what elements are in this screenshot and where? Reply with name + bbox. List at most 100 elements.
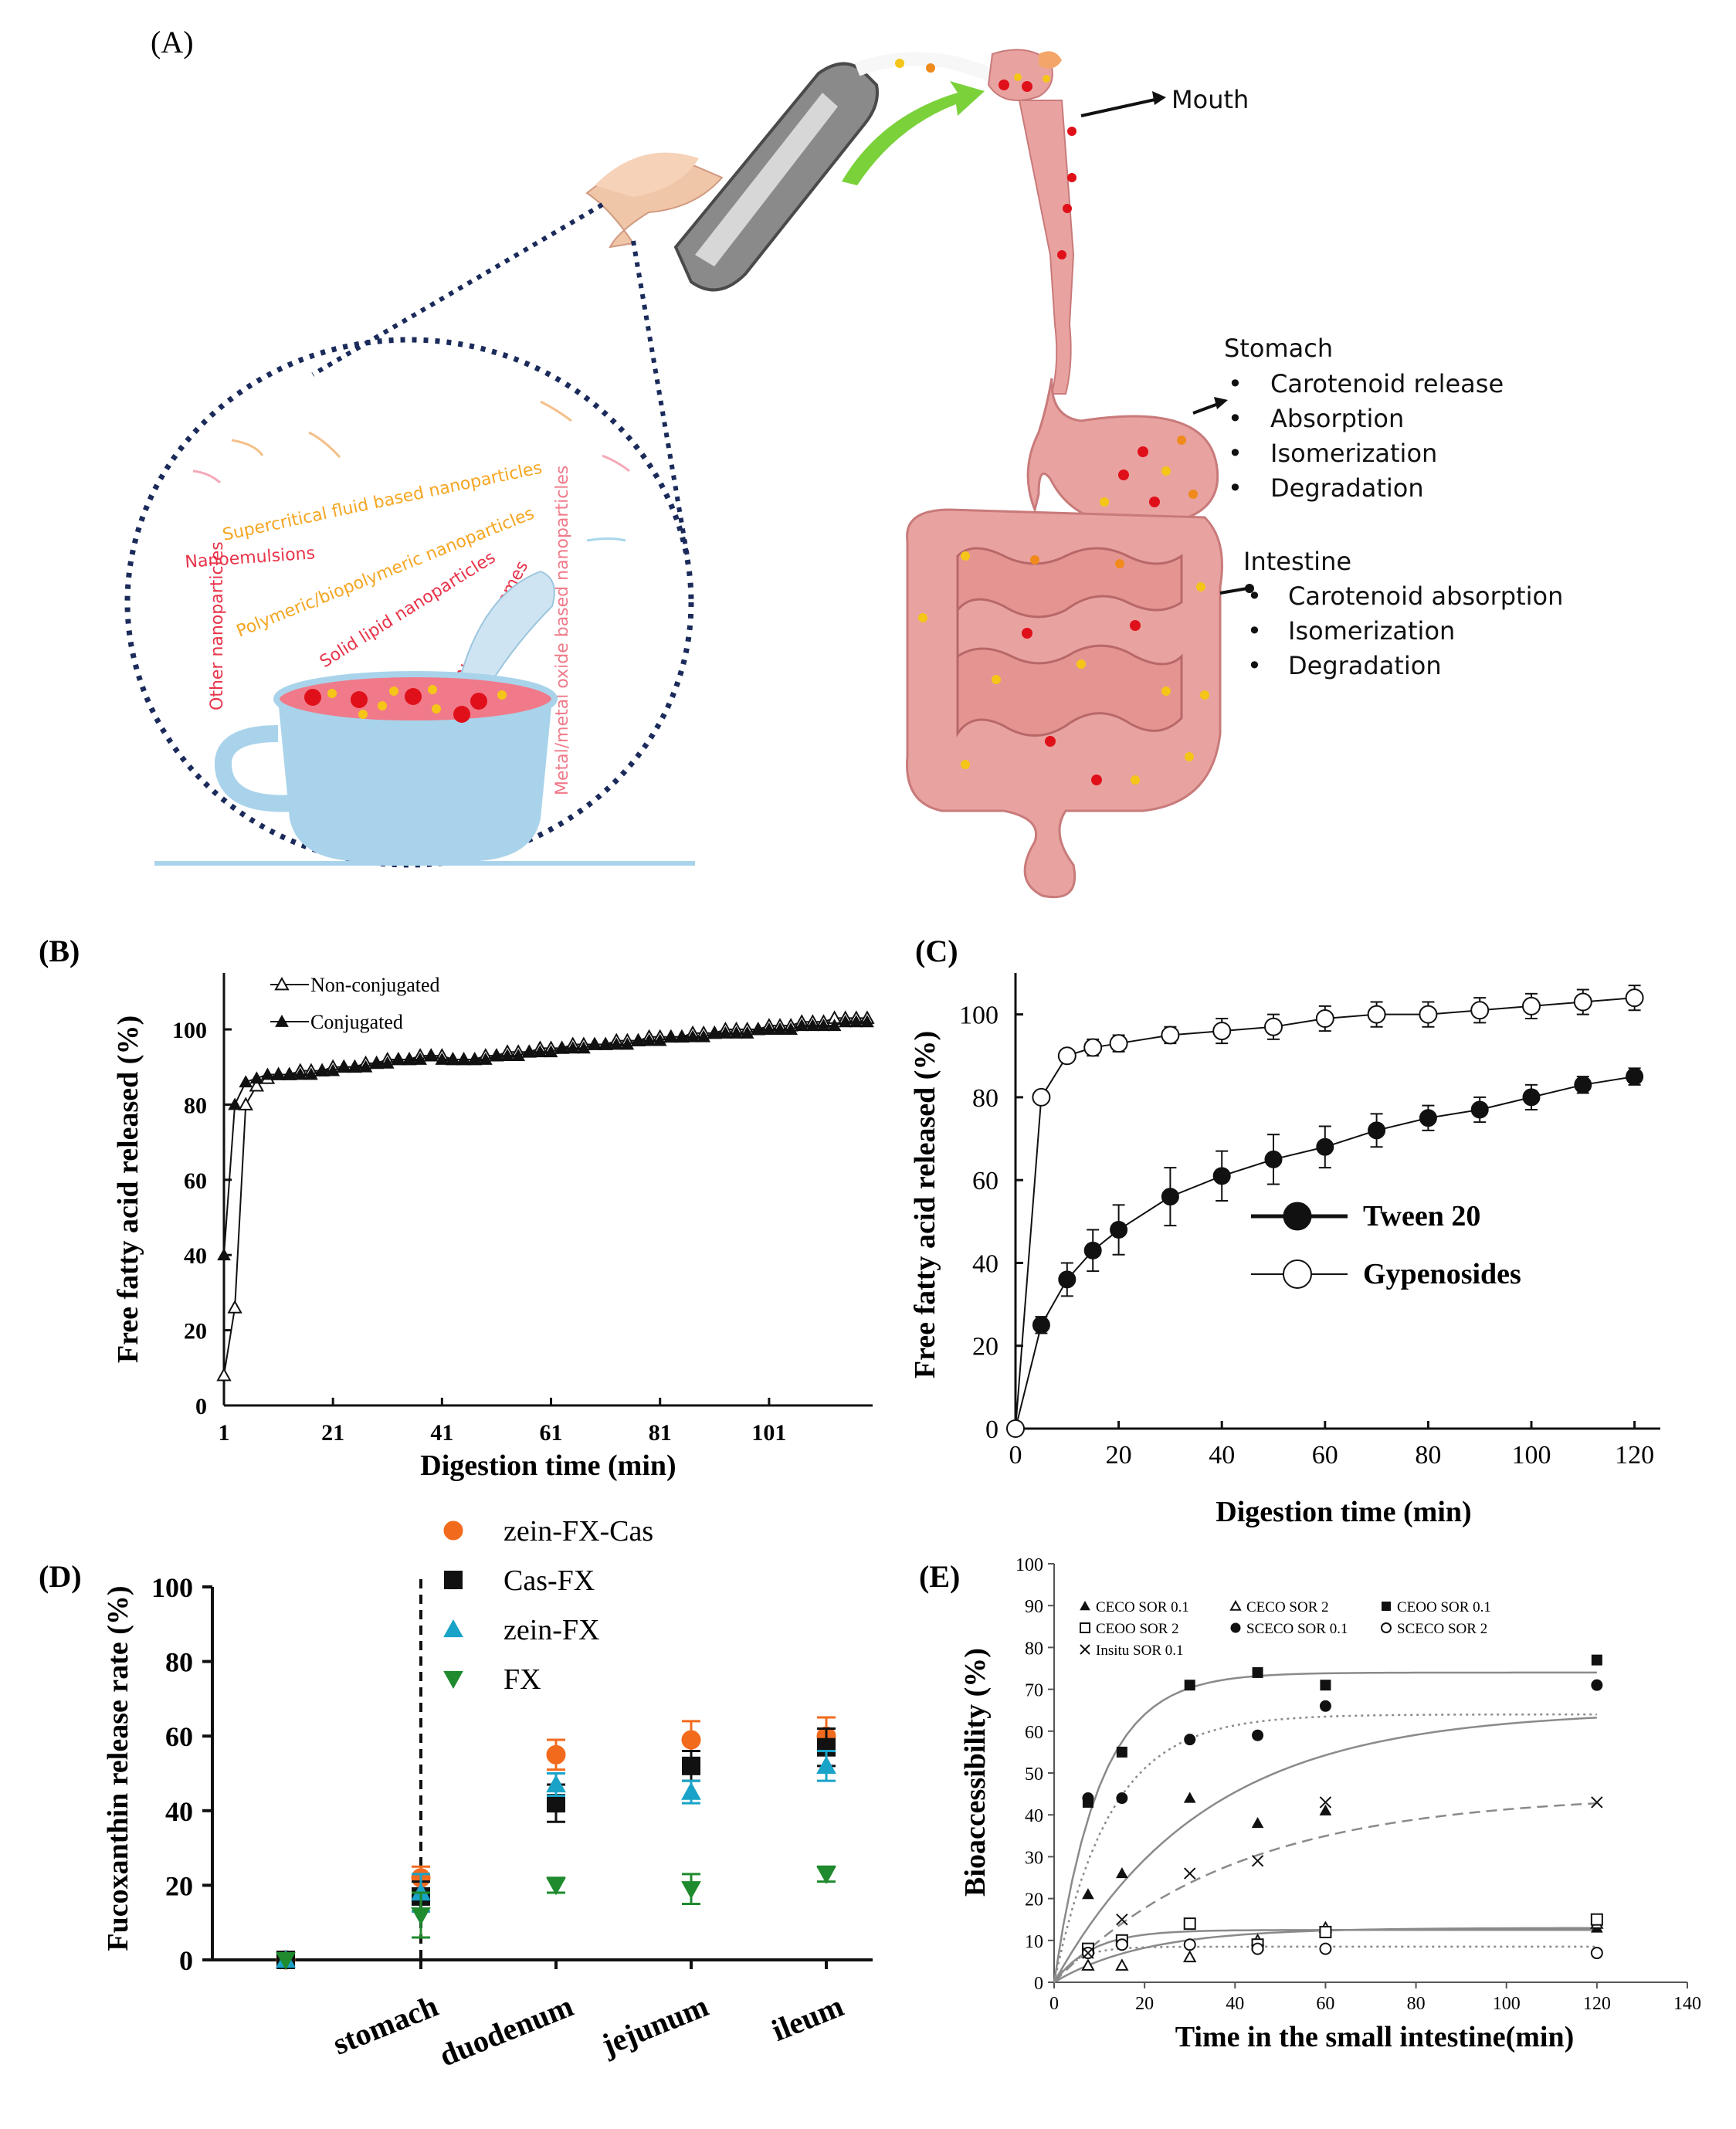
c-x-label: Digestion time (min): [1216, 1496, 1471, 1528]
data-point: [860, 1015, 874, 1028]
y-tick-label: 10: [1025, 1932, 1043, 1952]
legend-label: SCECO SOR 2: [1397, 1621, 1487, 1637]
data-point: [1470, 1100, 1489, 1119]
legend-label: Conjugated: [310, 1011, 403, 1033]
panel-d-label: (D): [39, 1559, 82, 1594]
data-point: [1625, 988, 1644, 1008]
legend-marker: [443, 1619, 463, 1638]
decor-lines: [192, 400, 630, 542]
y-tick-label: 100: [172, 1018, 207, 1043]
data-point: [784, 1022, 798, 1035]
data-point: [675, 1029, 689, 1042]
hand-fingers: [595, 152, 699, 197]
data-point: [816, 1866, 836, 1884]
data-point: [1590, 1947, 1603, 1960]
data-point: [598, 1037, 612, 1050]
e-x-label: Time in the small intestine(min): [1175, 2021, 1575, 2053]
fit-curve: [1053, 1945, 1597, 1983]
d-y-label: Fucoxanthin release rate (%): [102, 1585, 134, 1951]
data-point: [1116, 1792, 1128, 1805]
c-ticks: 0 20 40 60 80 100 0 20 40 60 80 100 120: [959, 1002, 1654, 1470]
stomach-item: Degradation: [1270, 473, 1424, 503]
tract-particles: [918, 73, 1209, 785]
data-point: [1319, 1700, 1331, 1712]
svg-text:•: •: [1228, 369, 1243, 398]
panel-c-chart: (C) 0 20 40 60 80 100 0 20 40 60 80 100 120 Tween 20…: [909, 934, 1660, 1528]
y-tick-label: 60: [972, 1167, 999, 1195]
data-point: [326, 1063, 341, 1076]
data-point: [1006, 1419, 1025, 1438]
y-tick-label: 40: [184, 1243, 207, 1269]
x-tick-label: duodenum: [434, 1988, 578, 2073]
data-point: [435, 1052, 449, 1065]
y-tick-label: 0: [195, 1394, 207, 1419]
svg-text:•: •: [1228, 439, 1243, 468]
data-point: [1251, 1817, 1264, 1829]
b-x-label: Digestion time (min): [420, 1449, 676, 1482]
b-legend: Non-conjugated Conjugated: [270, 974, 440, 1033]
stream-dot-orange: [926, 63, 935, 73]
legend-marker: [1230, 1622, 1241, 1633]
legend-label: CEOO SOR 2: [1096, 1621, 1179, 1637]
x-tick-label: 60: [1316, 1994, 1334, 2014]
legend-label: zein-FX: [504, 1614, 600, 1646]
y-tick-label: 80: [1025, 1639, 1043, 1659]
x-tick-label: 40: [1226, 1994, 1244, 2014]
x-tick-label: 21: [321, 1420, 344, 1446]
data-point: [304, 1067, 318, 1080]
data-point: [1591, 1796, 1603, 1809]
data-point: [1574, 1076, 1592, 1094]
data-point: [249, 1071, 264, 1084]
y-tick-label: 0: [179, 1945, 193, 1976]
callout-arrows: [1080, 91, 1254, 595]
panel-a-illustration: (A) Supercritical fluid based na: [124, 25, 1563, 899]
stomach-title: Stomach: [1224, 334, 1333, 363]
mouth-label: Mouth: [1171, 85, 1249, 114]
data-point: [411, 1907, 431, 1926]
data-point: [1591, 1679, 1603, 1691]
y-tick-label: 40: [165, 1796, 193, 1827]
data-point: [358, 1059, 373, 1073]
legend-label: Non-conjugated: [310, 974, 440, 996]
svg-text:•: •: [1247, 616, 1262, 646]
fit-curve: [1053, 1671, 1597, 1983]
zoom-circle: [124, 337, 694, 868]
data-point: [1082, 1947, 1094, 1959]
d-marks: [276, 1579, 836, 1971]
y-tick-label: 50: [1025, 1765, 1043, 1785]
data-point: [1110, 1221, 1128, 1239]
intestine-title: Intestine: [1243, 547, 1351, 576]
data-point: [282, 1067, 297, 1080]
data-point: [805, 1019, 820, 1032]
data-point: [216, 1367, 232, 1381]
data-point: [1319, 1925, 1332, 1938]
x-tick-label: 120: [1583, 1994, 1611, 2014]
data-point: [446, 1052, 460, 1065]
data-point: [456, 1052, 471, 1065]
data-point: [1082, 1792, 1094, 1805]
y-tick-label: 20: [1025, 1890, 1043, 1910]
x-tick-label: 100: [1493, 1994, 1521, 2014]
svg-text:•: •: [1247, 651, 1262, 680]
data-point: [682, 1756, 700, 1775]
data-point: [1032, 1316, 1050, 1334]
y-tick-label: 100: [1015, 1555, 1043, 1575]
y-tick-label: 90: [1025, 1597, 1043, 1617]
data-point: [402, 1052, 416, 1065]
x-tick-label: 80: [1415, 1441, 1441, 1470]
data-point: [1058, 1270, 1077, 1289]
data-point: [740, 1026, 754, 1039]
data-point: [1184, 1734, 1196, 1746]
x-tick-label: 80: [1407, 1994, 1426, 2014]
data-point: [762, 1022, 776, 1035]
data-point: [227, 1300, 242, 1314]
data-point: [1319, 1942, 1332, 1955]
data-point: [217, 1248, 231, 1261]
data-point: [413, 1052, 427, 1065]
data-point: [260, 1067, 275, 1080]
data-point: [663, 1029, 678, 1042]
data-point: [1522, 996, 1541, 1015]
svg-text:•: •: [1228, 473, 1243, 503]
